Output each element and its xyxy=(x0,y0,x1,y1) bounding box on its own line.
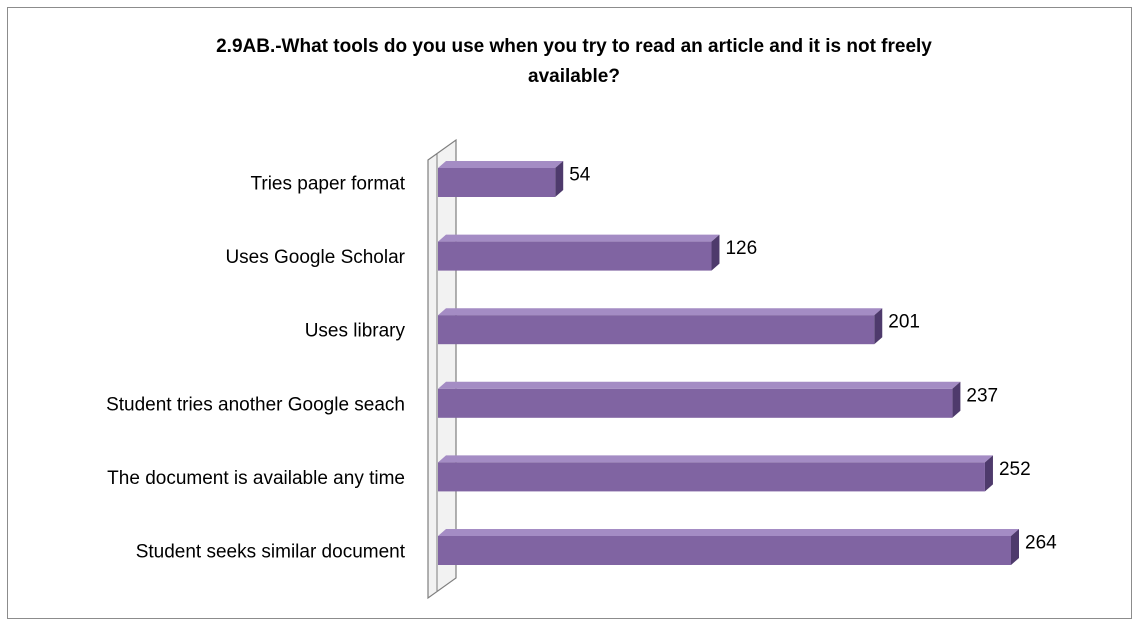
chart-title: 2.9AB.-What tools do you use when you tr… xyxy=(216,36,932,87)
data-label: 126 xyxy=(725,238,757,259)
bar-front-face xyxy=(438,462,985,492)
bar xyxy=(438,455,993,492)
bar-top-face xyxy=(438,529,1019,536)
category-label: Uses library xyxy=(305,321,406,342)
bar-top-face xyxy=(438,455,993,463)
data-labels: 54 126 201 237 252 264 xyxy=(569,165,1057,554)
category-label: The document is available any time xyxy=(107,468,405,489)
category-label: Student tries another Google seach xyxy=(106,394,405,415)
data-label: 252 xyxy=(999,459,1031,480)
bar xyxy=(438,308,883,345)
data-label: 54 xyxy=(569,165,591,186)
bar-top-face xyxy=(438,161,564,168)
bar-side-face xyxy=(874,308,883,345)
data-label: 264 xyxy=(1025,533,1057,554)
chart-title-line-1: 2.9AB.-What tools do you use when you tr… xyxy=(216,36,932,57)
bar-side-face xyxy=(1011,529,1019,565)
category-label: Student seeks similar document xyxy=(136,542,406,563)
bar xyxy=(438,161,564,197)
data-label: 237 xyxy=(966,385,998,406)
chart-title-line-2: available? xyxy=(528,66,620,87)
bar xyxy=(438,529,1019,565)
bar-side-face xyxy=(555,161,564,197)
bar-series xyxy=(438,161,1019,565)
bar-top-face xyxy=(438,381,961,389)
category-label: Uses Google Scholar xyxy=(225,247,405,268)
bar-top-face xyxy=(438,234,720,242)
bar xyxy=(438,234,720,271)
data-label: 201 xyxy=(888,312,920,333)
bar-front-face xyxy=(438,388,953,418)
category-labels: Tries paper format Uses Google Scholar Use… xyxy=(106,174,406,563)
bar-front-face xyxy=(438,241,712,271)
bar xyxy=(438,381,961,418)
bar-top-face xyxy=(438,308,883,316)
bar-side-face xyxy=(711,234,720,271)
bar-side-face xyxy=(952,381,961,418)
bar-front-face xyxy=(438,536,1011,565)
category-label: Tries paper format xyxy=(250,174,405,195)
bar-side-face xyxy=(984,455,993,492)
bar-front-face xyxy=(438,315,875,345)
bar-front-face xyxy=(438,168,556,197)
